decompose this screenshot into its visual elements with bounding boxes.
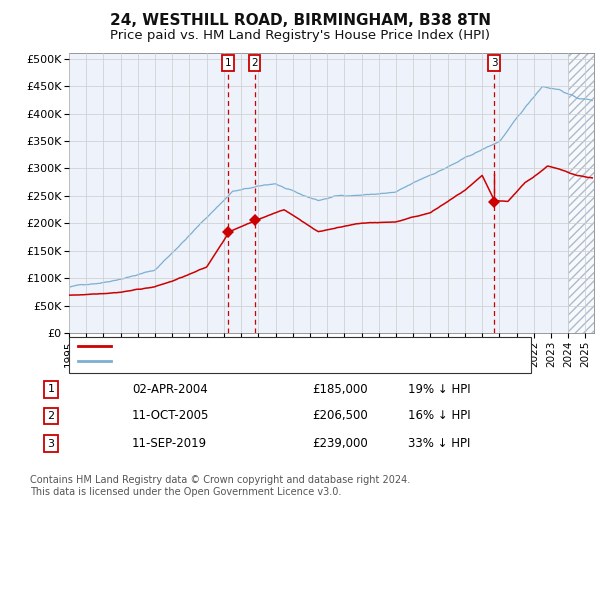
Text: 24, WESTHILL ROAD, BIRMINGHAM, B38 8TN (detached house): 24, WESTHILL ROAD, BIRMINGHAM, B38 8TN (… [117, 342, 467, 351]
Text: £206,500: £206,500 [312, 409, 368, 422]
Text: Contains HM Land Registry data © Crown copyright and database right 2024.
This d: Contains HM Land Registry data © Crown c… [30, 475, 410, 497]
Text: 3: 3 [491, 58, 497, 68]
Text: 19% ↓ HPI: 19% ↓ HPI [408, 383, 470, 396]
Text: HPI: Average price, detached house, Birmingham: HPI: Average price, detached house, Birm… [117, 356, 392, 366]
Text: 11-OCT-2005: 11-OCT-2005 [132, 409, 209, 422]
Text: 2: 2 [251, 58, 258, 68]
Text: 11-SEP-2019: 11-SEP-2019 [132, 437, 207, 450]
Text: 1: 1 [225, 58, 232, 68]
Text: 2: 2 [47, 411, 55, 421]
Text: 3: 3 [47, 439, 55, 448]
Text: 33% ↓ HPI: 33% ↓ HPI [408, 437, 470, 450]
Text: £239,000: £239,000 [312, 437, 368, 450]
Text: 16% ↓ HPI: 16% ↓ HPI [408, 409, 470, 422]
Text: £185,000: £185,000 [312, 383, 368, 396]
Text: 24, WESTHILL ROAD, BIRMINGHAM, B38 8TN: 24, WESTHILL ROAD, BIRMINGHAM, B38 8TN [110, 13, 491, 28]
Text: 02-APR-2004: 02-APR-2004 [132, 383, 208, 396]
Text: Price paid vs. HM Land Registry's House Price Index (HPI): Price paid vs. HM Land Registry's House … [110, 30, 490, 42]
Text: 1: 1 [47, 385, 55, 394]
